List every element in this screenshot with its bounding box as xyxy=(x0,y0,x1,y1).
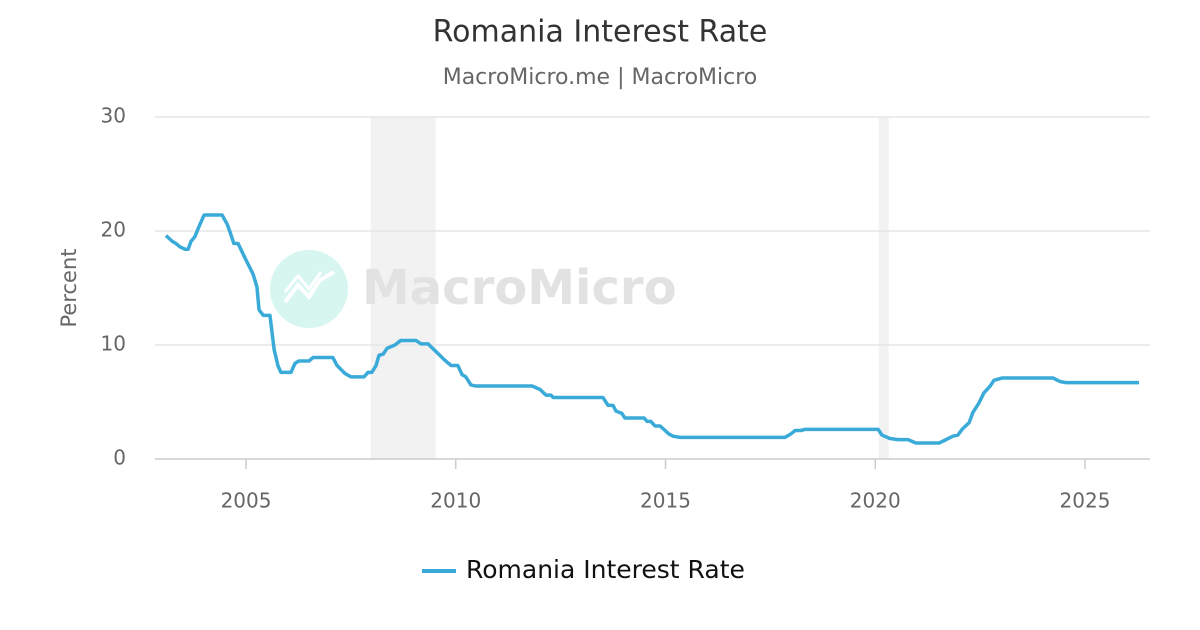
chart-title: Romania Interest Rate xyxy=(433,15,768,50)
line-series xyxy=(164,213,1140,445)
watermark: MacroMicro xyxy=(362,260,677,316)
y-axis-label: Percent xyxy=(57,248,81,327)
x-tick-label: 2025 xyxy=(1060,489,1111,513)
x-tick-label: 2010 xyxy=(430,489,481,513)
x-tick-label: 2020 xyxy=(850,489,901,513)
chart-subtitle: MacroMicro.me | MacroMicro xyxy=(443,65,758,90)
y-tick-label: 20 xyxy=(101,218,126,242)
shaded-period xyxy=(370,117,436,459)
x-tick-label: 2015 xyxy=(640,489,691,513)
shaded-period xyxy=(878,117,889,459)
x-tick-label: 2005 xyxy=(221,489,272,513)
y-tick-label: 0 xyxy=(113,446,126,470)
y-tick-label: 10 xyxy=(101,332,126,356)
watermark-logo xyxy=(270,250,348,328)
y-tick-label: 30 xyxy=(101,104,126,128)
legend-label: Romania Interest Rate xyxy=(466,555,745,584)
